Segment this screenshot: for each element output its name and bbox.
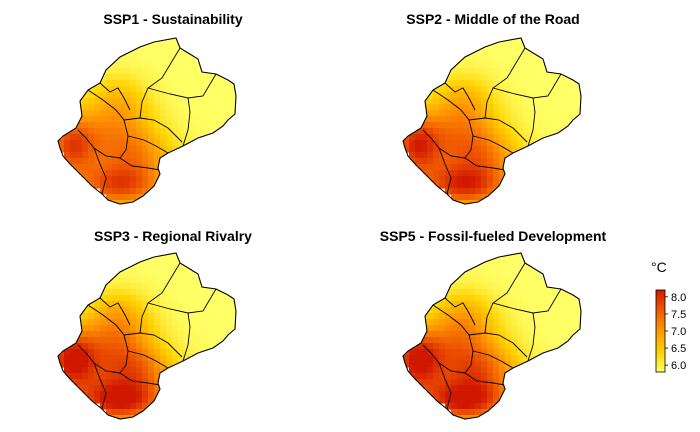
district-boundary — [438, 362, 452, 410]
legend-tick-label: 7.0 — [671, 326, 686, 338]
legend-tick-label: 8.0 — [671, 292, 686, 304]
district-boundary — [468, 332, 528, 358]
country-outline — [402, 37, 582, 205]
district-boundary — [527, 312, 536, 362]
district-boundary — [472, 135, 514, 154]
district-boundary — [182, 97, 191, 147]
district-boundary — [127, 135, 169, 154]
district-boundary — [123, 117, 183, 143]
temperature-map-ssp1 — [57, 37, 237, 205]
district-boundary — [438, 147, 452, 195]
temperature-map-ssp2 — [402, 37, 582, 205]
temperature-map-ssp3 — [57, 252, 237, 420]
legend-tick-label: 6.5 — [671, 343, 686, 355]
district-boundary — [93, 147, 107, 195]
district-boundary — [119, 157, 161, 171]
district-boundary — [182, 312, 191, 362]
district-boundary — [119, 372, 161, 386]
temperature-raster — [58, 253, 236, 419]
panel-title-ssp5: SSP5 - Fossil-fueled Development — [379, 228, 607, 244]
country-outline — [57, 37, 237, 205]
legend-colorbar — [655, 289, 666, 373]
panel-title-ssp2: SSP2 - Middle of the Road — [406, 11, 580, 27]
country-outline — [402, 252, 582, 420]
temperature-raster — [403, 38, 581, 204]
district-boundary — [464, 372, 506, 386]
temperature-raster — [58, 38, 236, 204]
panel-title-ssp1: SSP1 - Sustainability — [103, 11, 243, 27]
district-boundary — [444, 297, 476, 326]
district-boundary — [99, 297, 131, 326]
district-boundary — [123, 332, 183, 358]
district-boundary — [127, 350, 169, 369]
legend-tick-label: 7.5 — [671, 309, 686, 321]
district-boundary — [472, 350, 514, 369]
temperature-map-ssp5 — [402, 252, 582, 420]
district-boundary — [93, 362, 107, 410]
color-legend: 8.0 7.5 7.0 6.5 6.0 — [655, 289, 686, 373]
district-boundary — [468, 117, 528, 143]
legend-title: °C — [651, 259, 667, 275]
temperature-raster — [403, 253, 581, 419]
district-boundary — [444, 82, 476, 111]
district-boundary — [527, 97, 536, 147]
panel-title-ssp3: SSP3 - Regional Rivalry — [94, 228, 252, 244]
legend-tick-label: 6.0 — [671, 360, 686, 372]
district-boundary — [464, 157, 506, 171]
district-boundary — [99, 82, 131, 111]
country-outline — [57, 252, 237, 420]
